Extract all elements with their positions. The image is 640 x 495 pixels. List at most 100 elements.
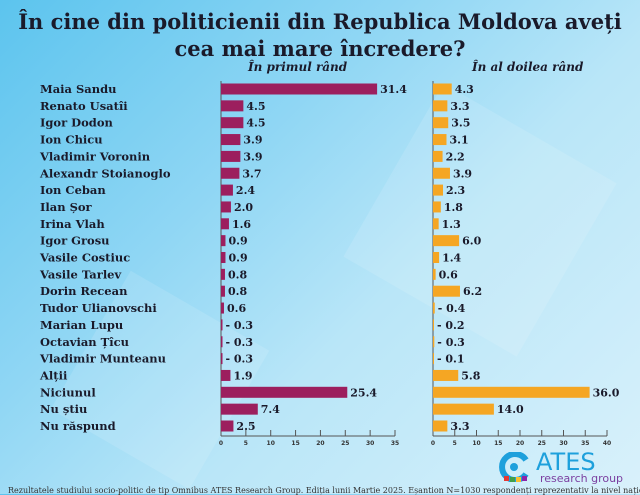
x-tick-label: 25 bbox=[538, 440, 546, 447]
data-label: - 0.3 bbox=[225, 353, 253, 366]
data-label: 31.4 bbox=[380, 83, 407, 96]
data-label: 3.3 bbox=[450, 100, 469, 113]
data-label: - 0.3 bbox=[437, 336, 465, 349]
x-tick-label: 15 bbox=[291, 440, 299, 447]
x-tick-label: 40 bbox=[603, 440, 611, 447]
category-label: Tudor Ulianovschi bbox=[40, 301, 157, 315]
bar bbox=[221, 302, 224, 314]
bar bbox=[433, 201, 441, 213]
bar bbox=[433, 319, 434, 331]
data-label: - 0.3 bbox=[225, 319, 253, 332]
data-label: - 0.4 bbox=[438, 302, 466, 315]
bar bbox=[433, 353, 434, 365]
category-label: Vladimir Munteanu bbox=[39, 352, 166, 366]
footer-note: Rezultatele studiului socio-politic de t… bbox=[8, 486, 640, 495]
data-label: 0.6 bbox=[439, 268, 458, 281]
bar bbox=[221, 252, 226, 263]
x-tick-label: 15 bbox=[494, 440, 502, 447]
data-label: 2.2 bbox=[446, 150, 465, 163]
data-label: 4.3 bbox=[455, 83, 474, 96]
data-label: 36.0 bbox=[593, 386, 620, 399]
bar bbox=[221, 167, 240, 179]
x-tick-label: 0 bbox=[431, 440, 435, 447]
bar bbox=[433, 369, 459, 381]
x-tick-label: 20 bbox=[516, 440, 524, 447]
data-label: 2.0 bbox=[234, 201, 253, 214]
bar bbox=[433, 83, 452, 95]
data-label: 1.4 bbox=[442, 252, 461, 265]
data-label: 3.7 bbox=[242, 167, 261, 180]
data-label: 25.4 bbox=[350, 386, 377, 399]
bar bbox=[221, 150, 241, 162]
data-label: 2.5 bbox=[236, 420, 255, 433]
category-label: Niciunul bbox=[40, 385, 96, 399]
category-label: Renato Usatîi bbox=[40, 99, 128, 113]
x-tick-label: 35 bbox=[581, 440, 589, 447]
bar bbox=[221, 336, 223, 348]
data-label: 14.0 bbox=[497, 403, 524, 416]
data-label: 7.4 bbox=[261, 403, 280, 416]
data-label: 0.9 bbox=[228, 235, 247, 248]
bar bbox=[433, 403, 494, 415]
bar bbox=[221, 235, 226, 247]
x-tick-label: 25 bbox=[341, 440, 349, 447]
category-label: Vladimir Voronin bbox=[39, 149, 151, 163]
bar bbox=[433, 100, 448, 112]
ates-logo: ATES research group bbox=[496, 448, 636, 485]
x-tick-label: 5 bbox=[453, 440, 457, 447]
data-label: 0.8 bbox=[228, 268, 247, 281]
category-label: Ilan Șor bbox=[40, 200, 93, 214]
bar bbox=[433, 184, 444, 196]
category-label: Irina Vlah bbox=[40, 217, 105, 231]
category-label: Ion Chicu bbox=[40, 133, 103, 147]
data-label: 2.4 bbox=[236, 184, 255, 197]
bar bbox=[221, 420, 234, 432]
bar bbox=[433, 386, 590, 398]
category-label: Vasile Tarlev bbox=[39, 267, 122, 281]
category-label: Nu răspund bbox=[40, 419, 116, 433]
data-label: 0.8 bbox=[228, 285, 247, 298]
bar bbox=[221, 285, 225, 297]
x-tick-label: 35 bbox=[391, 440, 399, 447]
x-tick-label: 5 bbox=[244, 440, 248, 447]
category-label: Alexandr Stoianoglo bbox=[39, 166, 171, 180]
bar bbox=[433, 336, 435, 348]
data-label: 3.3 bbox=[450, 420, 469, 433]
data-label: 3.9 bbox=[243, 150, 262, 163]
category-label: Vasile Costiuc bbox=[39, 251, 130, 265]
bar bbox=[433, 117, 449, 129]
category-label: Octavian Țîcu bbox=[40, 335, 129, 349]
data-label: 4.5 bbox=[246, 100, 265, 113]
bar bbox=[433, 420, 448, 432]
bar bbox=[221, 369, 231, 381]
bar bbox=[221, 353, 223, 365]
data-label: 6.2 bbox=[463, 285, 482, 298]
category-label: Nu știu bbox=[40, 402, 87, 416]
data-label: - 0.1 bbox=[437, 353, 465, 366]
category-label: Ion Ceban bbox=[40, 183, 106, 197]
data-label: 6.0 bbox=[462, 235, 481, 248]
logo-tagline: research group bbox=[540, 472, 624, 485]
data-label: 5.8 bbox=[461, 369, 480, 382]
data-label: 1.8 bbox=[444, 201, 463, 214]
right-subtitle: În al doilea rând bbox=[472, 60, 584, 74]
data-label: - 0.2 bbox=[437, 319, 465, 332]
data-label: 0.6 bbox=[227, 302, 246, 315]
bar bbox=[433, 134, 447, 146]
data-label: 3.9 bbox=[453, 167, 472, 180]
bar bbox=[221, 201, 231, 213]
x-tick-label: 20 bbox=[316, 440, 324, 447]
bar bbox=[221, 386, 348, 398]
bar bbox=[433, 252, 440, 263]
bar bbox=[221, 218, 229, 230]
data-label: 0.9 bbox=[228, 252, 247, 265]
bar bbox=[221, 319, 223, 331]
logo-name: ATES bbox=[536, 448, 596, 476]
bar bbox=[221, 83, 378, 95]
data-label: 3.1 bbox=[449, 134, 468, 147]
category-label: Igor Dodon bbox=[40, 116, 114, 130]
category-label: Igor Grosu bbox=[40, 234, 110, 248]
bar bbox=[433, 268, 436, 280]
bar bbox=[433, 150, 443, 162]
logo-icon bbox=[499, 452, 529, 482]
